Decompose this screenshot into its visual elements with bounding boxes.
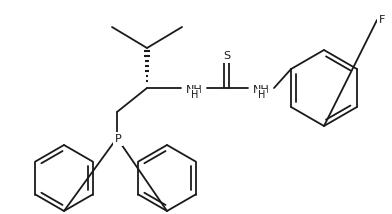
Text: H: H xyxy=(191,90,199,100)
Text: NH: NH xyxy=(186,85,202,95)
Text: H: H xyxy=(258,90,266,100)
Text: P: P xyxy=(114,134,122,144)
Text: S: S xyxy=(223,51,230,61)
Text: NH: NH xyxy=(252,85,269,95)
Text: F: F xyxy=(379,15,385,25)
